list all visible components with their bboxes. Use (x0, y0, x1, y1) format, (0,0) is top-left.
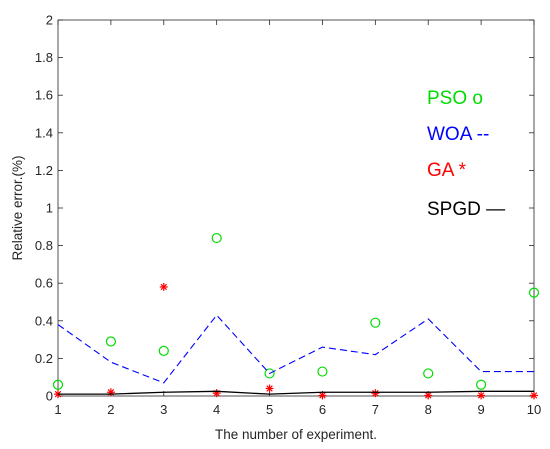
y-tick-label: 0.2 (35, 351, 53, 366)
legend-entry: GA * (427, 160, 467, 181)
x-tick-label: 5 (266, 402, 273, 417)
y-tick-label: 1.2 (35, 163, 53, 178)
data-point-star (371, 389, 380, 398)
data-point-circle (52, 379, 64, 390)
data-point-star (265, 384, 274, 393)
series-line-solid-line (58, 390, 534, 395)
data-point-circle (476, 379, 487, 390)
data-point-star (318, 391, 327, 400)
x-tick-label: 8 (425, 402, 432, 417)
data-point-circle (370, 317, 381, 328)
x-tick-label: 3 (160, 402, 167, 417)
y-axis-label: Relative error.(%) (10, 155, 25, 260)
x-tick-label: 7 (372, 402, 379, 417)
data-point-circle (105, 336, 116, 347)
y-tick-label: 1.4 (35, 125, 53, 140)
data-point-circle (317, 366, 328, 377)
plot-area (57, 19, 535, 397)
y-tick-label: 0.4 (35, 313, 53, 328)
y-tick-label: 1 (46, 201, 53, 216)
legend-entry: SPGD — (427, 199, 505, 220)
y-tick-label: 0.6 (35, 276, 53, 291)
legend-entry: WOA -- (427, 124, 489, 145)
data-point-star (477, 391, 486, 400)
y-tick-label: 0 (46, 389, 53, 404)
data-point-circle (211, 232, 222, 244)
x-axis-label: The number of experiment. (215, 427, 377, 442)
x-tick-label: 1 (54, 402, 61, 417)
data-point-circle (158, 345, 169, 356)
x-tick-label: 6 (319, 402, 326, 417)
data-point-star (424, 391, 433, 400)
data-point-circle (423, 368, 434, 379)
legend-entry: PSO o (427, 88, 483, 109)
data-point-circle (264, 368, 275, 379)
x-tick-label: 10 (527, 402, 541, 417)
y-tick-label: 1.8 (35, 50, 53, 65)
data-point-star (530, 391, 538, 400)
x-tick-label: 4 (213, 402, 220, 417)
y-tick-label: 0.8 (35, 238, 53, 253)
series-line-dashed-line (57, 314, 534, 384)
x-tick-label: 2 (107, 402, 114, 417)
x-tick-label: 9 (477, 402, 484, 417)
data-point-star (159, 282, 168, 291)
y-tick-label: 1.6 (35, 88, 53, 103)
y-tick-label: 2 (46, 13, 53, 28)
data-point-circle (528, 287, 540, 298)
